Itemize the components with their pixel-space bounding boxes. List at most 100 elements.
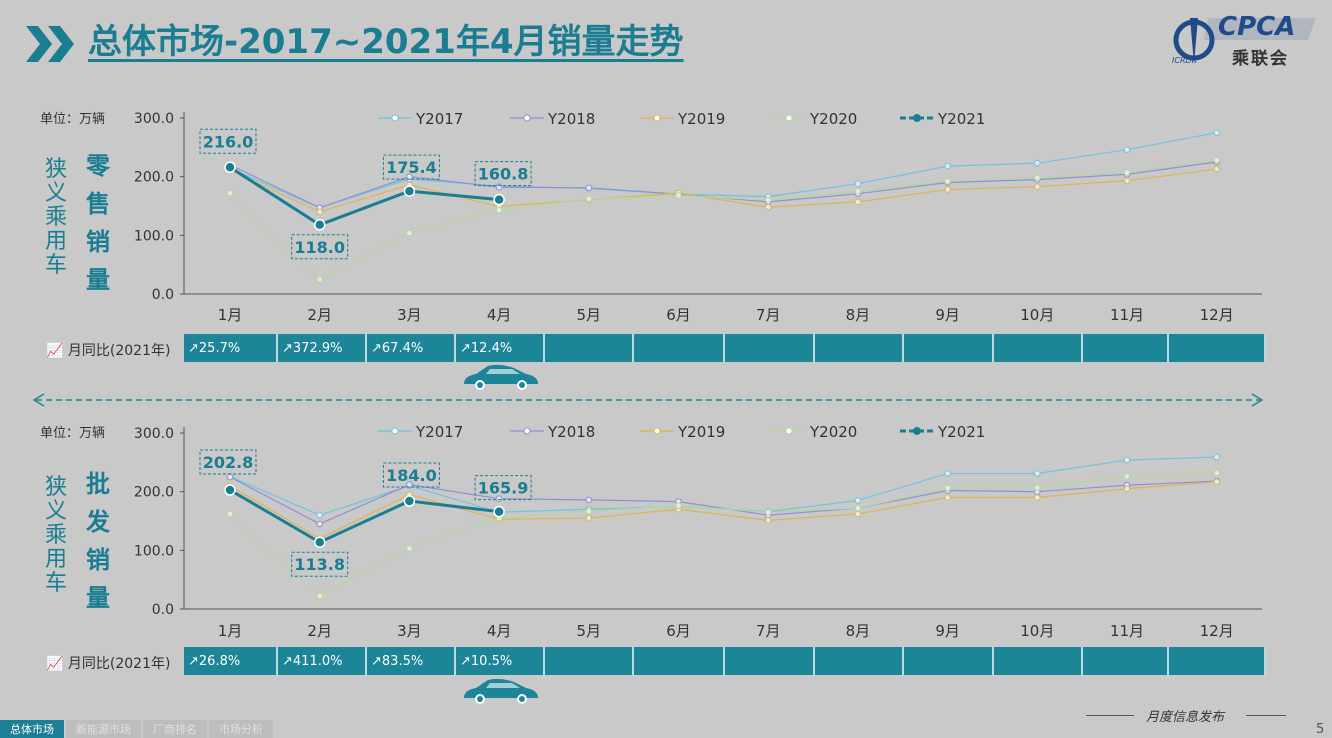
data-point-Y2019 [764,517,772,524]
x-tick-label: 10月 [1020,306,1054,324]
yoy-cell [815,334,904,362]
y-tick-label: 300.0 [134,426,174,442]
yoy-value: 25.7% [198,340,241,356]
x-tick-label: 4月 [487,622,512,640]
x-tick-label: 8月 [846,306,871,324]
x-tick-label: 11月 [1110,622,1144,640]
y-tick-label: 200.0 [134,485,174,501]
legend-marker [785,114,793,122]
yoy-value: 83.5% [381,653,424,669]
data-label-box [199,449,257,475]
footer-tab[interactable]: 市场分析 [209,720,273,738]
yoy-label-wholesale: 📈 月同比(2021年) [46,656,171,672]
x-tick-label: 5月 [577,622,602,640]
data-point-Y2018 [226,473,234,481]
yoy-cell [1169,334,1266,362]
metric-label-char: 量 [86,266,110,294]
x-tick-label: 12月 [1200,306,1234,324]
data-label-box [474,161,532,187]
data-point-Y2020 [764,196,772,204]
x-tick-label: 3月 [397,306,422,324]
series-line-Y2019 [229,168,1217,213]
metric-label-char: 量 [86,584,110,612]
series-line-Y2017 [229,456,1217,516]
legend-label: Y2017 [415,423,463,441]
data-label: 113.8 [294,555,345,574]
data-point-Y2017 [1213,453,1220,461]
x-tick-label: 3月 [397,622,422,640]
data-point-Y2020 [1213,156,1220,164]
data-point-Y2020 [1123,473,1131,480]
side-label-char: 义 [45,499,67,524]
data-point-Y2020 [316,592,324,600]
data-label: 202.8 [203,453,254,472]
yoy-value: 26.8% [198,653,241,669]
trend-up-icon: ↗ [282,653,293,669]
data-point-Y2020 [1034,174,1041,182]
data-point-Y2019 [1123,485,1131,493]
data-point-Y2019 [944,186,951,193]
data-point-Y2021 [313,536,326,548]
data-point-Y2017 [1034,159,1041,167]
bottom-tabs: 总体市场 新能源市场 厂商排名 市场分析 [0,720,275,738]
footer-tab[interactable]: 新能源市场 [66,720,141,738]
data-point-Y2020 [406,545,413,552]
side-label-char: 狭 [45,475,67,500]
yoy-cell [634,647,725,675]
car-icon [464,364,538,390]
yoy-cell [904,647,994,675]
data-point-Y2018 [585,496,593,504]
data-point-Y2019 [585,514,593,522]
yoy-cell [994,647,1083,675]
trend-up-icon: ↗ [460,653,471,669]
y-tick-label: 100.0 [134,543,174,559]
yoy-cell [904,334,994,362]
y-tick-label: 0.0 [152,287,174,303]
data-point-Y2019 [1034,494,1041,501]
data-point-Y2020 [675,192,682,199]
legend-marker [391,427,399,435]
trend-up-icon: ↗ [371,653,382,669]
data-label: 160.8 [478,165,529,184]
footer-tab[interactable]: 总体市场 [0,720,64,738]
trend-chart-icon: 📈 [46,656,64,672]
data-point-Y2019 [1213,165,1220,173]
yoy-cell [545,647,634,675]
legend-label: Y2019 [677,110,725,128]
page-number: 5 [1316,722,1325,737]
logo-tiny-text: ICRDR [1172,56,1198,65]
yoy-value: 12.4% [470,340,513,356]
side-label-char: 乘 [45,523,67,548]
x-tick-label: 9月 [935,622,960,640]
data-point-Y2020 [316,276,324,283]
data-point-Y2017 [854,497,862,504]
side-label-char: 义 [45,181,67,206]
yoy-cell: ↗ 411.0% [278,647,367,675]
data-point-Y2021 [403,495,416,507]
side-label-char: 狭 [45,157,67,182]
data-point-Y2021 [493,505,505,518]
x-tick-label: 1月 [218,622,243,640]
data-point-Y2019 [316,208,324,216]
unit-label: 单位：万辆 [40,426,105,441]
yoy-cell: ↗ 67.4% [367,334,456,362]
yoy-value: 372.9% [292,340,343,356]
data-point-Y2018 [316,520,324,528]
yoy-value: 67.4% [381,340,424,356]
metric-label-char: 发 [85,508,110,536]
data-point-Y2017 [1123,456,1131,464]
x-tick-label: 2月 [307,306,332,324]
side-label-char: 车 [45,571,67,596]
series-line-Y2021 [229,166,500,227]
series-line-Y2020 [229,472,1217,597]
trend-chart-icon: 📈 [46,343,64,359]
retail-sales-chart: 0.0 100.0 200.0 300.0 1月 2月 3月 4月 5月 6月 7月 8月 9月 10月 1… [40,110,1262,324]
data-point-Y2020 [585,195,593,203]
x-tick-label: 6月 [666,306,691,324]
legend-label: Y2017 [415,110,463,128]
footer-tab[interactable]: 厂商排名 [143,720,207,738]
legend-marker [913,114,921,122]
legend-marker [523,114,531,122]
yoy-cell [1083,334,1169,362]
yoy-cell: ↗ 26.8% [184,647,278,675]
